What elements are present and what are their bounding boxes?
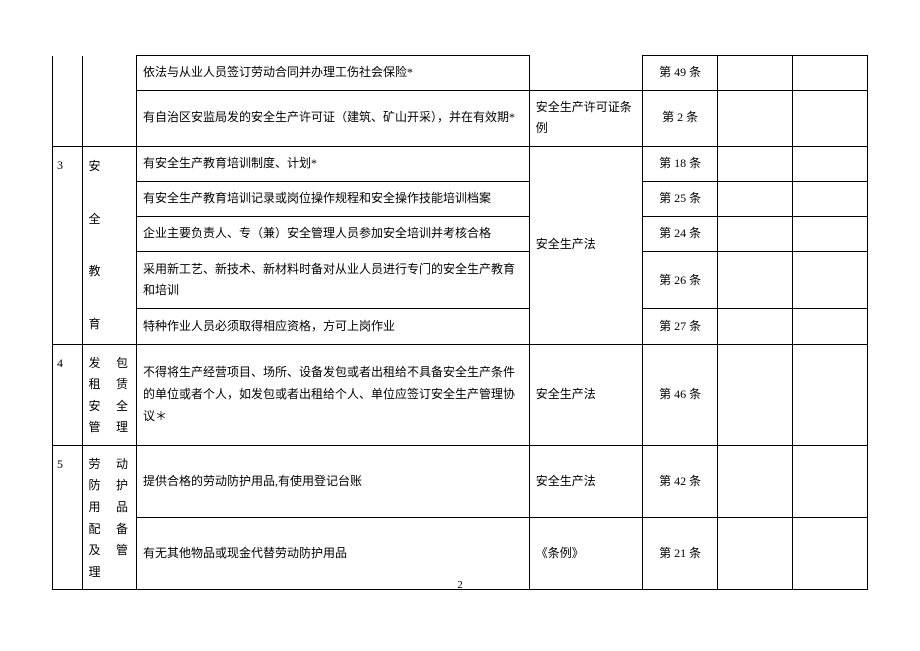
table-row: 特种作业人员必须取得相应资格，方可上岗作业 第 27 条 — [53, 309, 868, 344]
cell-empty — [793, 90, 868, 146]
table-row: 依法与从业人员签订劳动合同并办理工伤社会保险* 第 49 条 — [53, 56, 868, 91]
cell-empty — [718, 445, 793, 517]
cell-content: 有无其他物品或现金代替劳动防护用品 — [136, 518, 529, 590]
cell-law: 安全生产法 — [529, 344, 643, 445]
category-text: 劳 动 防护 用 品配 备 及管理 — [89, 457, 130, 579]
cell-law: 安全生产许可证条例 — [529, 90, 643, 146]
cell-empty — [718, 90, 793, 146]
cell-content: 有安全生产教育培训制度、计划* — [136, 146, 529, 181]
category-text: 安全教育 — [89, 159, 103, 331]
cell-article: 第 25 条 — [643, 181, 718, 216]
table-row: 4 发 包 租赁 安 全管理 不得将生产经营项目、场所、设备发包或者出租给不具备… — [53, 344, 868, 445]
cell-empty — [793, 518, 868, 590]
table-row: 3 安全教育 有安全生产教育培训制度、计划* 安全生产法 第 18 条 — [53, 146, 868, 181]
table-row: 有安全生产教育培训记录或岗位操作规程和安全操作技能培训档案 第 25 条 — [53, 181, 868, 216]
cell-content: 不得将生产经营项目、场所、设备发包或者出租给不具备安全生产条件的单位或者个人，如… — [136, 344, 529, 445]
cell-number: 5 — [53, 445, 83, 590]
cell-empty — [718, 217, 793, 252]
cell-empty — [718, 181, 793, 216]
cell-content: 企业主要负责人、专（兼）安全管理人员参加安全培训并考核合格 — [136, 217, 529, 252]
cell-content: 提供合格的劳动防护用品,有使用登记台账 — [136, 445, 529, 517]
cell-content: 采用新工艺、新技术、新材料时备对从业人员进行专门的安全生产教育和培训 — [136, 252, 529, 309]
table-row: 采用新工艺、新技术、新材料时备对从业人员进行专门的安全生产教育和培训 第 26 … — [53, 252, 868, 309]
cell-content: 有安全生产教育培训记录或岗位操作规程和安全操作技能培训档案 — [136, 181, 529, 216]
cell-law: 《条例》 — [529, 518, 643, 590]
cell-number: 3 — [53, 146, 83, 344]
cell-category: 安全教育 — [82, 146, 136, 344]
cell-empty — [793, 445, 868, 517]
cell-article: 第 21 条 — [643, 518, 718, 590]
cell-empty — [793, 252, 868, 309]
category-text: 发 包 租赁 安 全管理 — [89, 356, 130, 435]
cell-article: 第 46 条 — [643, 344, 718, 445]
cell-article: 第 42 条 — [643, 445, 718, 517]
cell-content: 有自治区安监局发的安全生产许可证（建筑、矿山开采），并在有效期* — [136, 90, 529, 146]
cell-article: 第 24 条 — [643, 217, 718, 252]
table-row: 企业主要负责人、专（兼）安全管理人员参加安全培训并考核合格 第 24 条 — [53, 217, 868, 252]
cell-empty — [718, 146, 793, 181]
page-number: 2 — [457, 579, 463, 591]
cell-article: 第 26 条 — [643, 252, 718, 309]
cell-article: 第 18 条 — [643, 146, 718, 181]
cell-empty — [793, 146, 868, 181]
cell-category: 发 包 租赁 安 全管理 — [82, 344, 136, 445]
cell-number — [53, 56, 83, 147]
cell-content: 特种作业人员必须取得相应资格，方可上岗作业 — [136, 309, 529, 344]
cell-empty — [793, 56, 868, 91]
cell-article: 第 27 条 — [643, 309, 718, 344]
cell-empty — [718, 56, 793, 91]
regulation-table: 依法与从业人员签订劳动合同并办理工伤社会保险* 第 49 条 有自治区安监局发的… — [52, 55, 868, 590]
cell-empty — [793, 309, 868, 344]
cell-empty — [793, 181, 868, 216]
cell-category: 劳 动 防护 用 品配 备 及管理 — [82, 445, 136, 590]
table-row: 有自治区安监局发的安全生产许可证（建筑、矿山开采），并在有效期* 安全生产许可证… — [53, 90, 868, 146]
cell-article: 第 2 条 — [643, 90, 718, 146]
cell-category — [82, 56, 136, 147]
table-row: 5 劳 动 防护 用 品配 备 及管理 提供合格的劳动防护用品,有使用登记台账 … — [53, 445, 868, 517]
cell-number: 4 — [53, 344, 83, 445]
cell-empty — [793, 344, 868, 445]
cell-law: 安全生产法 — [529, 146, 643, 344]
cell-empty — [793, 217, 868, 252]
cell-content: 依法与从业人员签订劳动合同并办理工伤社会保险* — [136, 56, 529, 91]
cell-article: 第 49 条 — [643, 56, 718, 91]
cell-empty — [718, 252, 793, 309]
cell-law — [529, 56, 643, 91]
cell-empty — [718, 518, 793, 590]
cell-empty — [718, 309, 793, 344]
cell-empty — [718, 344, 793, 445]
cell-law: 安全生产法 — [529, 445, 643, 517]
